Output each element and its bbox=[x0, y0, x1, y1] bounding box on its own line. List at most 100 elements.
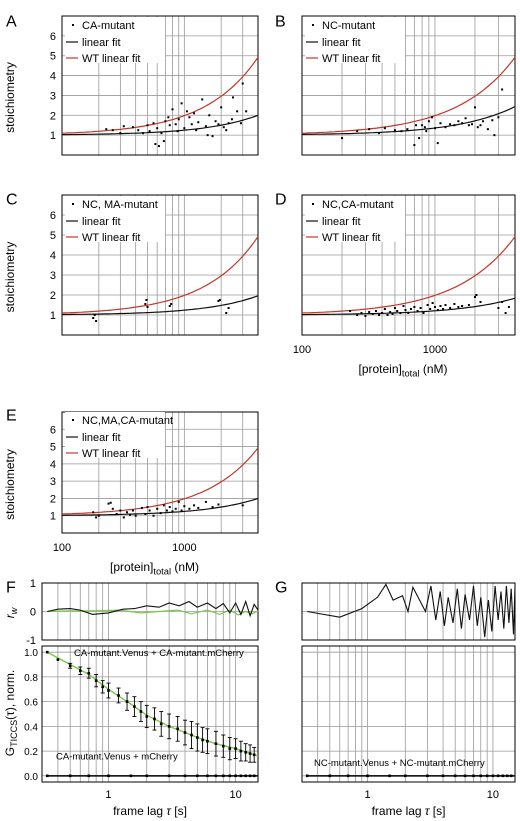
data-point bbox=[222, 126, 225, 129]
data-point bbox=[396, 310, 399, 312]
data-point bbox=[444, 126, 447, 129]
wt-fit-line bbox=[301, 236, 516, 314]
data-point bbox=[78, 669, 82, 673]
panel-b: NC-mutant linear fit WT linear fit B bbox=[275, 13, 516, 156]
data-point bbox=[371, 313, 374, 315]
y-tick-label: 2 bbox=[50, 493, 56, 505]
wt-fit-line bbox=[61, 236, 259, 314]
data-point bbox=[252, 753, 256, 757]
data-point bbox=[427, 120, 430, 123]
data-point bbox=[111, 129, 114, 132]
panel-a: 1 2 3 4 5 6 stoichiometry CA-mutant linear fit WT… bbox=[3, 13, 259, 156]
data-point bbox=[421, 124, 424, 127]
data-point bbox=[221, 744, 225, 748]
data-point bbox=[140, 506, 143, 509]
data-point bbox=[413, 144, 416, 147]
legend-wt-label: WT linear fit bbox=[82, 53, 140, 65]
linear-fit-line bbox=[62, 114, 259, 136]
data-point bbox=[174, 123, 177, 126]
data-point bbox=[97, 514, 100, 517]
data-point bbox=[404, 309, 407, 311]
data-point bbox=[131, 126, 134, 129]
data-point bbox=[145, 715, 149, 718]
data-point bbox=[491, 119, 494, 122]
g-tick-label: 0.2 bbox=[24, 747, 38, 758]
data-point bbox=[349, 310, 352, 312]
panel-d: NC,CA-mutant linear fit WT linear fit D 100 1… bbox=[275, 191, 516, 379]
data-point bbox=[119, 132, 122, 135]
data-point bbox=[214, 742, 218, 745]
data-point bbox=[493, 134, 496, 137]
data-point bbox=[197, 121, 200, 124]
data-point bbox=[188, 507, 191, 510]
data-point bbox=[148, 130, 151, 133]
y-axis-label: stoichiometry bbox=[3, 62, 17, 133]
data-point bbox=[245, 110, 248, 113]
data-point bbox=[442, 308, 445, 310]
data-point bbox=[406, 128, 409, 131]
data-point bbox=[225, 312, 228, 314]
data-point bbox=[107, 689, 110, 692]
data-point bbox=[109, 501, 112, 504]
data-point bbox=[126, 511, 129, 514]
y-tick-label: 6 bbox=[50, 424, 56, 436]
data-point bbox=[195, 129, 198, 132]
data-point bbox=[185, 110, 188, 113]
data-point bbox=[471, 123, 474, 126]
data-point bbox=[429, 308, 432, 310]
y-tick-label: 3 bbox=[50, 270, 56, 282]
legend-fit-label: linear fit bbox=[82, 432, 121, 444]
data-point bbox=[201, 98, 204, 101]
data-point bbox=[159, 512, 162, 515]
data-point bbox=[142, 132, 145, 135]
data-point bbox=[439, 122, 442, 125]
data-point bbox=[475, 294, 478, 296]
legend-fit-label: linear fit bbox=[322, 37, 361, 49]
lag-tick-label: 10 bbox=[229, 789, 241, 801]
legend-series-label: NC,MA,CA-mutant bbox=[82, 415, 173, 427]
data-point bbox=[378, 314, 381, 316]
linear-fit-line bbox=[302, 105, 516, 135]
data-point bbox=[204, 500, 207, 503]
data-point bbox=[473, 106, 476, 109]
data-point bbox=[378, 132, 381, 135]
data-point bbox=[94, 679, 98, 682]
residual-axis-label: rw bbox=[3, 607, 19, 618]
data-point bbox=[220, 106, 223, 109]
g-tick-label: 0.8 bbox=[24, 673, 38, 684]
data-point bbox=[115, 512, 118, 515]
data-point bbox=[461, 305, 464, 307]
data-point bbox=[156, 127, 159, 130]
data-point bbox=[383, 308, 386, 310]
data-point bbox=[139, 710, 143, 713]
residual-black-line bbox=[47, 599, 259, 618]
y-tick-label: 1 bbox=[50, 130, 56, 142]
data-point bbox=[389, 311, 392, 313]
data-point bbox=[119, 509, 122, 512]
data-point bbox=[211, 135, 214, 138]
data-point bbox=[399, 312, 402, 314]
data-point bbox=[356, 314, 359, 316]
data-point bbox=[170, 303, 173, 305]
data-point bbox=[176, 727, 179, 731]
data-point bbox=[225, 129, 228, 132]
data-point bbox=[148, 509, 151, 512]
data-point bbox=[482, 120, 485, 123]
data-point bbox=[232, 96, 235, 99]
data-point bbox=[467, 304, 470, 306]
residual-black-line bbox=[307, 583, 516, 638]
lag-tick-label: 1 bbox=[105, 789, 111, 801]
x-tick-label: 100 bbox=[53, 542, 71, 554]
legend-wt-label: WT linear fit bbox=[322, 53, 380, 65]
y-tick-label: 2 bbox=[50, 290, 56, 302]
data-point bbox=[431, 302, 434, 304]
data-point bbox=[92, 317, 95, 319]
data-point bbox=[211, 506, 214, 509]
data-point bbox=[146, 306, 149, 308]
legend-point-marker bbox=[72, 24, 74, 26]
data-point bbox=[457, 306, 460, 308]
data-point bbox=[501, 88, 504, 91]
data-point bbox=[449, 123, 452, 126]
data-point bbox=[486, 128, 489, 131]
x-tick-label: 100 bbox=[293, 344, 311, 356]
